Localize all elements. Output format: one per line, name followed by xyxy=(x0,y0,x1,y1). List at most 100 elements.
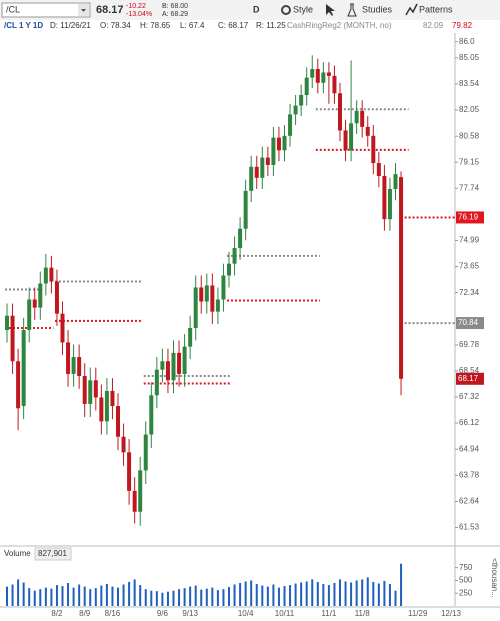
bid: B: 68.00 xyxy=(162,3,188,10)
volume-bar xyxy=(361,579,364,606)
x-tick-label: 10/11 xyxy=(275,609,295,618)
candle-body xyxy=(171,352,176,381)
price-tag xyxy=(456,372,484,385)
candle-body xyxy=(360,110,365,127)
volume-bar xyxy=(22,582,25,606)
candle-body xyxy=(315,69,320,83)
candle-body xyxy=(32,299,37,308)
candle-body xyxy=(132,490,137,512)
volume-bar xyxy=(33,590,36,606)
volume-bar xyxy=(105,584,108,606)
volume-bar xyxy=(300,582,303,606)
volume-bar xyxy=(239,583,242,606)
volume-bar xyxy=(327,585,330,606)
volume-bar xyxy=(339,579,341,606)
x-tick-label: 11/29 xyxy=(408,609,428,618)
candle-body xyxy=(365,126,370,136)
volume-bar xyxy=(294,583,297,606)
volume-tick-label: 500 xyxy=(459,576,473,585)
candle-body xyxy=(227,263,231,276)
volume-bar xyxy=(150,590,153,606)
candle-body xyxy=(260,157,265,178)
header-high: H: 78.65 xyxy=(140,21,171,30)
studies-button[interactable]: Studies xyxy=(362,4,393,14)
volume-bar xyxy=(155,591,158,606)
y-tick-label: 63.78 xyxy=(459,470,480,479)
candle-body xyxy=(77,357,82,377)
candle-body xyxy=(110,390,115,407)
volume-bar xyxy=(11,584,14,606)
candle-body xyxy=(182,346,187,374)
y-tick-label: 69.78 xyxy=(459,340,480,349)
candle-body xyxy=(293,105,298,115)
volume-bar xyxy=(17,579,20,606)
volume-bar xyxy=(394,590,397,606)
y-tick-label: 64.94 xyxy=(459,444,480,453)
volume-bar xyxy=(50,588,53,606)
candle-body xyxy=(243,190,248,229)
volume-bar xyxy=(28,588,31,606)
volume-axis-label: <thousan... xyxy=(490,558,499,598)
change-pct: -13.04% xyxy=(126,11,152,18)
candle-body xyxy=(254,166,259,178)
candle-body xyxy=(332,75,337,94)
style-button[interactable]: Style xyxy=(293,4,313,14)
volume-bar xyxy=(366,577,369,606)
candle-body xyxy=(387,188,392,220)
candle-body xyxy=(10,315,15,362)
candle-body xyxy=(349,123,354,151)
volume-box xyxy=(34,547,72,561)
candle-body xyxy=(193,287,198,328)
x-tick-label: 9/13 xyxy=(182,609,198,618)
candle-body xyxy=(21,330,26,407)
volume-bar xyxy=(388,584,391,606)
candle-body xyxy=(143,434,148,471)
change: -10.22 xyxy=(126,3,146,10)
volume-bar xyxy=(194,585,197,606)
candle-body xyxy=(199,287,204,302)
x-tick-label: 8/2 xyxy=(51,609,63,618)
y-tick-label: 62.64 xyxy=(459,497,480,506)
volume-bar xyxy=(117,587,119,606)
volume-bar xyxy=(189,586,192,606)
volume-bar xyxy=(283,586,286,606)
patterns-button[interactable]: Patterns xyxy=(419,4,453,14)
candle-body xyxy=(304,77,309,96)
candle-body xyxy=(215,299,220,312)
chart-name: /CL 1 Y 1D xyxy=(4,21,43,30)
x-tick-label: 11/8 xyxy=(355,609,371,618)
cursor-icon[interactable] xyxy=(326,4,335,16)
candle-body xyxy=(49,267,54,282)
volume-bar xyxy=(372,581,375,606)
aggregation[interactable]: D xyxy=(253,4,260,14)
price-tag xyxy=(456,317,484,330)
volume-bar xyxy=(261,585,264,606)
candle-body xyxy=(127,452,132,491)
candle-body xyxy=(354,110,359,124)
volume-bar xyxy=(377,583,380,606)
gear-icon[interactable] xyxy=(281,5,291,15)
volume-bar xyxy=(316,581,319,606)
header-open: O: 78.34 xyxy=(100,21,131,30)
candle-body xyxy=(276,137,281,151)
candle-body xyxy=(271,137,276,165)
volume-bar xyxy=(333,583,336,606)
volume-bar xyxy=(100,585,103,606)
header-close: C: 68.17 xyxy=(218,21,249,30)
y-tick-label: 61.53 xyxy=(459,523,480,532)
candle-body xyxy=(299,95,304,106)
y-tick-label: 79.15 xyxy=(459,157,480,166)
candle-body xyxy=(265,157,270,165)
volume-bar xyxy=(272,584,275,606)
candle-body xyxy=(238,228,243,249)
volume-bar xyxy=(222,589,225,606)
volume-bar xyxy=(277,587,280,606)
study-name: CashRingReg2 (MONTH, no) xyxy=(287,21,392,30)
symbol-input[interactable] xyxy=(1,2,91,18)
candle-body xyxy=(5,315,9,331)
volume-bar xyxy=(305,581,308,606)
ask: A: 68.29 xyxy=(162,11,188,18)
volume-bar xyxy=(311,579,314,606)
candle-body xyxy=(138,470,143,512)
y-tick-label: 72.34 xyxy=(459,288,480,297)
